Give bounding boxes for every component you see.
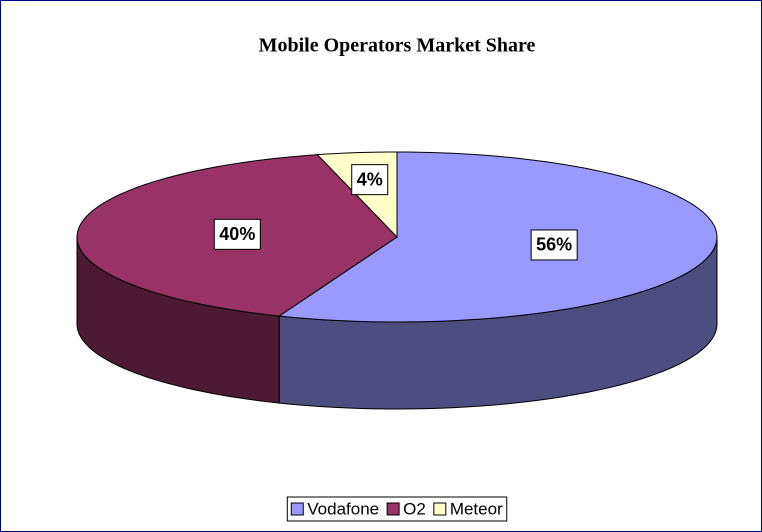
legend: Vodafone O2 Meteor [286, 496, 508, 522]
legend-swatch [386, 502, 400, 516]
chart-title: Mobile Operators Market Share [259, 35, 536, 57]
legend-label: O2 [403, 499, 426, 518]
data-label-text: 4% [357, 169, 383, 189]
legend-swatch [433, 502, 447, 516]
legend-label: Meteor [450, 499, 503, 518]
data-label-text: 40% [219, 224, 255, 244]
data-label-box [213, 218, 261, 250]
legend-label: Vodafone [307, 499, 379, 518]
data-label-text: 56% [536, 235, 572, 255]
pie-slice [277, 151, 718, 323]
data-label: 4% [351, 164, 389, 196]
data-label: 56% [530, 229, 578, 261]
data-label-box [530, 229, 578, 261]
data-label: 40% [213, 218, 261, 250]
legend-swatch [290, 502, 304, 516]
data-label-box [351, 164, 389, 196]
